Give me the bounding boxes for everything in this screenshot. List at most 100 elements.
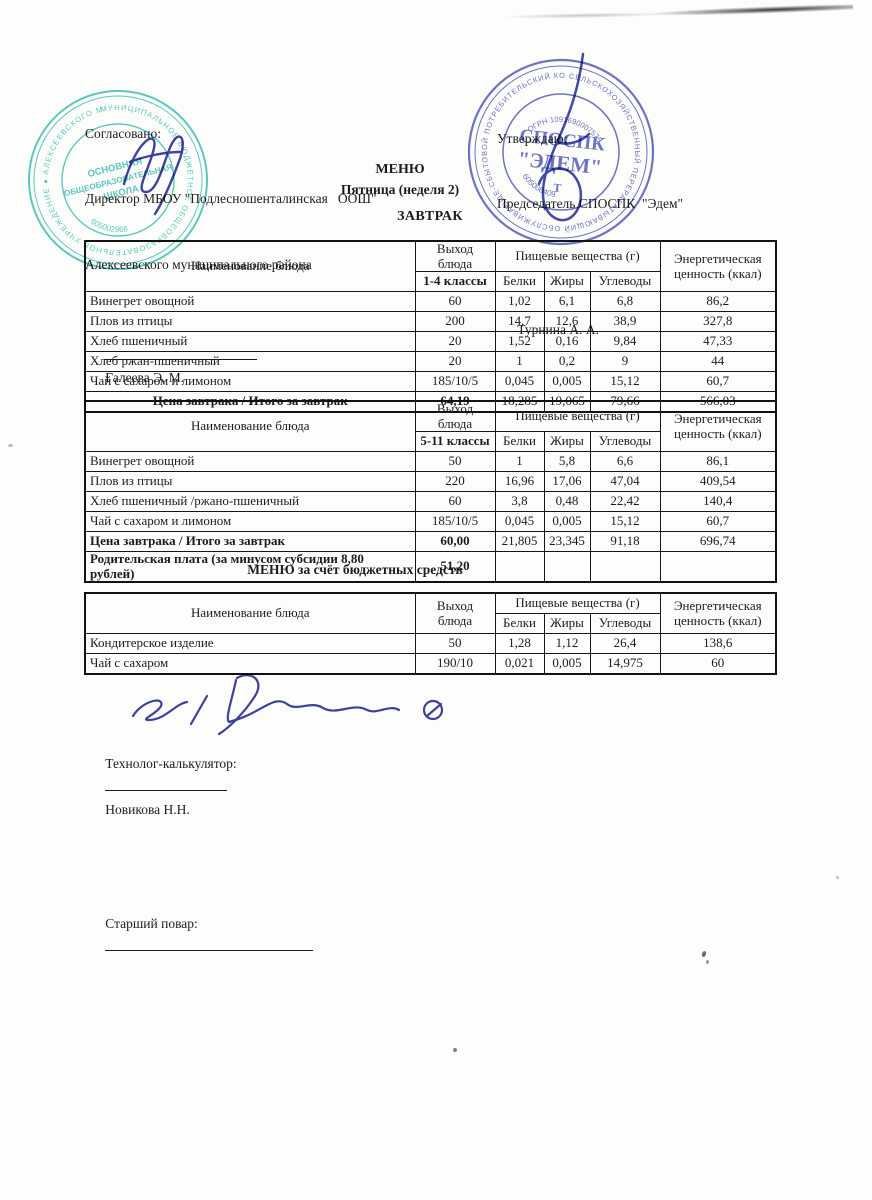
footer-signatures-block: Технолог-калькулятор: Новикова Н.Н. Стар… xyxy=(85,684,545,1028)
scan-speck xyxy=(701,950,707,958)
dish-fat: 0,16 xyxy=(543,331,591,353)
menu-day: Пятница (неделя 2) xyxy=(340,182,460,197)
dish-fat: 17,06 xyxy=(543,471,591,493)
dish-name: Хлеб пшеничный /ржано-пшеничный xyxy=(84,491,416,513)
dish-energy: 140,4 xyxy=(659,491,777,513)
menu-row: Хлеб пшеничный /ржано-пшеничный 60 3,8 0,48… xyxy=(84,491,777,513)
col-carbs: Углеводы xyxy=(589,431,661,453)
dish-energy: 86,1 xyxy=(659,451,777,473)
col-protein: Белки xyxy=(494,431,545,453)
dish-output: 20 xyxy=(414,331,496,353)
dish-name: Чай с сахаром и лимоном xyxy=(84,511,416,533)
breakfast-table-grades-5-11: Наименование блюда Выход блюда Пищевые в… xyxy=(84,400,778,584)
dish-fat: 6,1 xyxy=(543,291,591,313)
empty-cell xyxy=(589,551,661,583)
col-output: Выход блюда xyxy=(414,400,496,433)
menu-title: МЕНЮ xyxy=(375,162,425,177)
col-dish: Наименование блюда xyxy=(84,240,416,293)
dish-energy: 44 xyxy=(659,351,777,373)
menu-row: Чай с сахаром 190/10 0,021 0,005 14,975 60 xyxy=(84,653,777,675)
dish-carbs: 6,6 xyxy=(589,451,661,473)
dish-fat: 0,48 xyxy=(543,491,591,513)
parent-fee-label: Родительская плата (за минусом субсидии … xyxy=(84,551,416,583)
col-nutrients: Пищевые вещества (г) xyxy=(494,400,661,433)
dish-output: 50 xyxy=(414,451,496,473)
dish-output: 185/10/5 xyxy=(414,511,496,533)
director-line: Директор МБОУ "Подлесношенталинская ООШ" xyxy=(85,191,377,207)
chef-label: Старший повар: xyxy=(105,916,198,932)
col-energy: Энергетическая ценность (ккал) xyxy=(659,400,777,453)
dish-fat: 1,12 xyxy=(543,633,591,654)
col-energy: Энергетическая ценность (ккал) xyxy=(659,240,777,293)
dish-output: 200 xyxy=(414,311,496,333)
dish-carbs: 6,8 xyxy=(589,291,661,313)
menu-row: Винегрет овощной 60 1,02 6,1 6,8 86,2 xyxy=(84,291,777,313)
menu-row: Хлеб пшеничный 20 1,52 0,16 9,84 47,33 xyxy=(84,331,777,353)
menu-row: Хлеб ржан-пшеничный 20 1 0,2 9 44 xyxy=(84,351,777,373)
dish-output: 60 xyxy=(414,291,496,313)
dish-name: Хлеб пшеничный xyxy=(84,331,416,353)
dish-carbs: 14,975 xyxy=(589,653,661,675)
col-fat: Жиры xyxy=(543,431,591,453)
dish-protein: 0,045 xyxy=(494,371,545,393)
col-protein: Белки xyxy=(494,271,545,293)
col-class: 1-4 классы xyxy=(414,271,496,293)
signature-line xyxy=(105,938,314,952)
edem-round-stamp-icon: СЕЛЬСКОХОЗЯЙСТВЕННЫЙ ПЕРЕРАБАТЫВАЮЩИЙ ОБ… xyxy=(455,46,655,246)
empty-cell xyxy=(494,551,545,583)
dish-energy: 327,8 xyxy=(659,311,777,333)
dish-protein: 1,02 xyxy=(494,291,545,313)
technologist-name: Новикова Н.Н. xyxy=(105,801,190,817)
chef-row: Старший повар: xyxy=(85,890,545,982)
col-class: 5-11 классы xyxy=(414,431,496,453)
header-row: Наименование блюда Выход блюда Пищевые в… xyxy=(84,592,777,634)
budget-menu-table: Наименование блюда Выход блюда Пищевые в… xyxy=(84,592,778,675)
dish-energy: 86,2 xyxy=(659,291,777,313)
header-row: Наименование блюда Выход блюда Пищевые в… xyxy=(84,400,777,453)
dish-carbs: 9,84 xyxy=(589,331,661,353)
scan-speck xyxy=(836,876,839,879)
dish-protein: 1 xyxy=(494,451,545,473)
header-row2: 5-11 классы Белки Жиры Углеводы xyxy=(85,431,776,453)
dish-carbs: 38,9 xyxy=(589,311,661,333)
dish-energy: 60 xyxy=(659,653,777,675)
dish-carbs: 47,04 xyxy=(589,471,661,493)
total-output: 60,00 xyxy=(414,531,496,553)
dish-output: 185/10/5 xyxy=(414,371,496,393)
dish-fat: 0,005 xyxy=(543,511,591,533)
total-energy: 696,74 xyxy=(659,531,777,553)
dish-fat: 0,005 xyxy=(543,653,591,675)
dish-fat: 5,8 xyxy=(543,451,591,473)
dish-protein: 0,021 xyxy=(494,653,545,675)
menu-row: Чай с сахаром и лимоном 185/10/5 0,045 0,00… xyxy=(84,511,777,533)
total-label: Цена завтрака / Итого за завтрак xyxy=(84,531,416,553)
technologist-label: Технолог-калькулятор: xyxy=(105,755,237,771)
parent-fee-row: Родительская плата (за минусом субсидии … xyxy=(84,551,777,583)
dish-protein: 0,045 xyxy=(494,511,545,533)
dish-name: Плов из птицы xyxy=(84,311,416,333)
chairman-line: Председатель СПОСПК "Эдем" xyxy=(497,196,684,212)
dish-energy: 138,6 xyxy=(659,633,777,654)
dish-protein: 1 xyxy=(494,351,545,373)
dish-name: Винегрет овощной xyxy=(84,291,416,313)
dish-output: 190/10 xyxy=(414,653,496,675)
scan-speck xyxy=(706,960,709,964)
col-nutrients: Пищевые вещества (г) xyxy=(494,592,661,614)
dish-name: Кондитерское изделие xyxy=(84,633,416,654)
dish-output: 60 xyxy=(414,491,496,513)
dish-protein: 16,96 xyxy=(494,471,545,493)
dish-energy: 60,7 xyxy=(659,511,777,533)
dish-name: Чай с сахаром и лимоном xyxy=(84,371,416,393)
dish-protein: 1,28 xyxy=(494,633,545,654)
dish-energy: 47,33 xyxy=(659,331,777,353)
signature-line xyxy=(105,777,228,791)
director-signature-icon xyxy=(122,135,184,216)
chef-signature-icon xyxy=(131,674,444,736)
empty-cell xyxy=(659,551,777,583)
dish-protein: 14,7 xyxy=(494,311,545,333)
scan-smudge xyxy=(499,11,671,20)
dish-protein: 3,8 xyxy=(494,491,545,513)
col-carbs: Углеводы xyxy=(589,613,661,634)
scan-smudge xyxy=(647,3,854,18)
menu-row: Винегрет овощной 50 1 5,8 6,6 86,1 xyxy=(84,451,777,473)
